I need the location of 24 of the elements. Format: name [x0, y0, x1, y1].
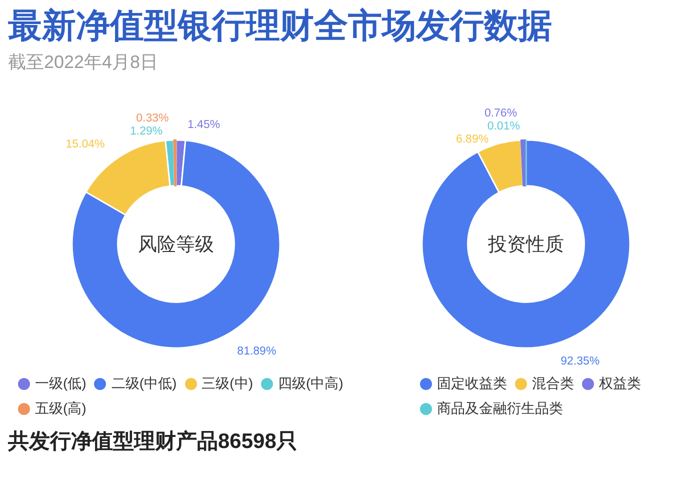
legend-label: 固定收益类 — [437, 375, 507, 393]
data-label: 92.35% — [560, 356, 600, 368]
data-label: 81.89% — [237, 346, 276, 358]
legend-label: 二级(中低) — [111, 375, 177, 393]
legend-label: 混合类 — [532, 375, 574, 393]
legend-label: 权益类 — [599, 375, 641, 393]
data-label: 0.76% — [484, 107, 518, 120]
chart-subtitle: 截至2022年4月8日 — [8, 51, 158, 74]
text: 共发行净值型理财产品86598只 — [8, 429, 298, 455]
data-label: 15.04% — [66, 138, 105, 150]
legend-label: 四级(中高) — [278, 375, 344, 393]
data-label: 0.01% — [487, 120, 520, 132]
legend-label: 三级(中) — [202, 375, 253, 393]
legend-label: 五级(高) — [35, 400, 86, 418]
data-label: 1.29% — [130, 126, 163, 138]
data-label: 1.45% — [187, 119, 220, 132]
donut-slice — [173, 139, 177, 186]
text: 风险等级 — [138, 234, 214, 256]
legend-label: 一级(低) — [35, 375, 86, 393]
data-label: 0.33% — [136, 112, 169, 125]
data-label: 6.89% — [456, 133, 489, 146]
chart-title: 最新净值型银行理财全市场发行数据 — [8, 6, 552, 46]
legend-label: 商品及金融衍生品类 — [437, 400, 563, 418]
text: 投资性质 — [487, 234, 564, 256]
